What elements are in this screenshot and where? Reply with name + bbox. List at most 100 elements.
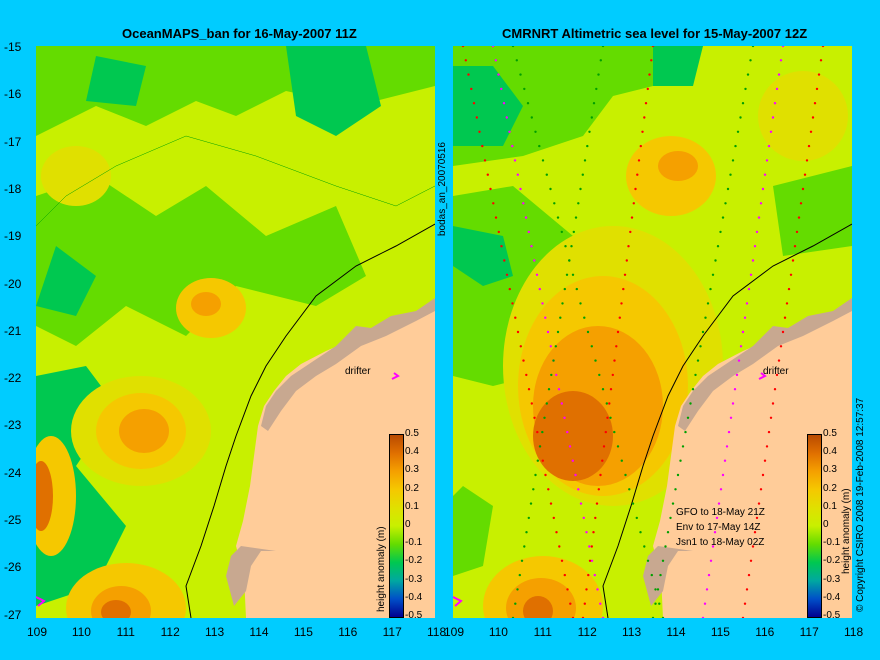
track-point — [538, 144, 541, 148]
track-point — [639, 144, 642, 148]
track-point — [749, 559, 753, 562]
track-point — [664, 545, 667, 548]
track-point — [789, 273, 793, 276]
left-height-anomaly-map — [36, 46, 435, 618]
satellite-track-points — [461, 46, 825, 618]
left-colorbar-tick: 0.1 — [405, 500, 419, 512]
track-point — [511, 616, 515, 618]
track-point — [608, 402, 611, 405]
track-point — [583, 159, 587, 162]
track-point — [585, 531, 588, 534]
track-point — [604, 430, 607, 434]
track-point — [529, 502, 533, 505]
track-point — [564, 245, 567, 248]
track-point — [747, 287, 751, 291]
y-tick-label: -19 — [4, 229, 22, 244]
track-point — [581, 616, 585, 618]
track-point — [669, 516, 672, 520]
track-point — [785, 302, 789, 305]
y-tick-label: -15 — [4, 40, 22, 54]
left-drifter-label: drifter — [345, 366, 371, 377]
track-point — [636, 173, 639, 176]
track-point — [777, 73, 781, 76]
left-x-tick-label: 116 — [338, 625, 358, 639]
track-point — [556, 216, 560, 219]
track-point — [525, 373, 528, 377]
track-point — [492, 202, 495, 205]
left-colorbar-tick: -0.2 — [405, 555, 423, 567]
track-point — [593, 573, 596, 577]
track-point — [651, 616, 655, 618]
right-x-tick-label: 109 — [443, 625, 465, 639]
left-x-tick-label: 117 — [382, 625, 402, 639]
track-point — [727, 430, 731, 434]
track-point — [704, 316, 707, 319]
track-point — [694, 373, 697, 377]
track-point — [590, 345, 593, 348]
track-point — [505, 116, 508, 119]
right-x-tick-label: 112 — [577, 625, 597, 639]
track-point — [592, 531, 595, 534]
track-point — [574, 473, 577, 477]
track-point — [757, 502, 761, 505]
track-point — [689, 402, 692, 405]
track-point — [556, 330, 560, 334]
y-tick-label: -26 — [4, 560, 22, 575]
track-point — [765, 445, 769, 448]
track-point — [650, 573, 653, 577]
track-point — [797, 216, 801, 219]
track-point — [489, 187, 492, 191]
track-point — [574, 216, 578, 219]
track-point — [549, 187, 552, 191]
track-point — [616, 330, 620, 334]
track-point — [527, 230, 530, 234]
track-point — [541, 459, 544, 462]
left-x-tick-label: 114 — [249, 625, 269, 639]
track-point — [644, 102, 648, 105]
track-point — [601, 46, 605, 48]
track-point — [627, 245, 630, 248]
track-point — [745, 588, 749, 591]
track-point — [583, 602, 586, 605]
track-point — [598, 373, 601, 377]
copyright-label: © Copyright CSIRO 2008 19-Feb-2008 12:57… — [855, 397, 866, 612]
track-point — [472, 102, 476, 105]
track-point — [765, 159, 769, 162]
track-point — [520, 559, 524, 562]
track-point — [620, 302, 623, 305]
track-point — [522, 359, 525, 362]
track-point — [821, 46, 825, 48]
track-point — [538, 445, 542, 448]
track-point — [497, 73, 500, 76]
track-point — [599, 602, 602, 605]
track-point — [577, 202, 580, 205]
track-point — [757, 216, 761, 219]
track-point — [739, 345, 743, 348]
track-point — [815, 87, 819, 91]
left-colorbar-tick: 0.2 — [405, 482, 419, 494]
track-point — [530, 402, 533, 405]
left-colorbar-tick: -0.3 — [405, 573, 423, 585]
left-colorbar-tick: -0.5 — [405, 610, 423, 621]
left-x-tick-label: 112 — [160, 625, 180, 639]
track-point — [549, 502, 553, 505]
track-point — [705, 588, 709, 591]
track-point — [707, 573, 711, 577]
track-point — [588, 545, 591, 548]
track-point — [721, 216, 725, 219]
track-point — [511, 46, 515, 48]
track-point — [743, 316, 747, 319]
track-point — [725, 445, 729, 448]
track-point — [817, 73, 821, 76]
right-colorbar-tick: 0.1 — [823, 500, 837, 512]
run-id-label: bodas_an_20070516 — [437, 142, 448, 236]
track-point — [641, 130, 644, 133]
track-point — [622, 287, 625, 291]
track-point — [552, 359, 555, 362]
track-point — [793, 245, 797, 248]
track-point — [464, 59, 467, 62]
track-point — [813, 102, 817, 105]
track-point — [666, 531, 670, 534]
track-point — [500, 87, 503, 91]
right-colorbar-tick: -0.1 — [823, 537, 841, 549]
